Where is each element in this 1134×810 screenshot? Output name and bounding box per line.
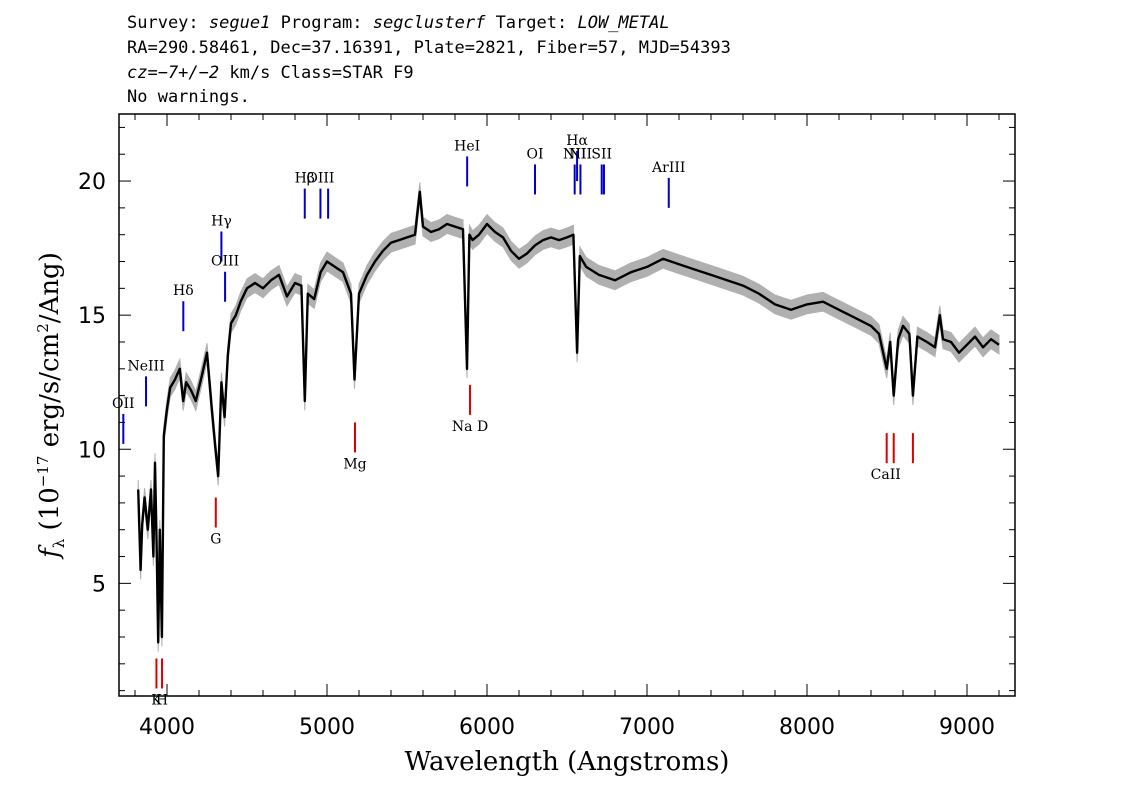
y-axis-label: fλ (10−17 erg/s/cm2/Ang)	[34, 252, 68, 560]
spectrum-line	[137, 190, 1000, 644]
target-name: LOW_METAL	[577, 13, 670, 33]
emission-line-label: Hβ	[295, 171, 315, 187]
emission-line-label: OI	[526, 146, 543, 162]
emission-line-label: OIII	[306, 171, 334, 187]
x-tick-label: 8000	[779, 715, 835, 740]
x-tick-label: 9000	[939, 715, 995, 740]
spectrum-layer	[137, 190, 1000, 644]
header-line-survey: Survey: segue1 Program: segclusterf Targ…	[127, 13, 670, 33]
emission-line-label: NeIII	[127, 358, 164, 374]
emission-line-label: Hγ	[211, 214, 232, 230]
header-line-redshift: cz=−7+/−2 km/s Class=STAR F9	[127, 64, 414, 82]
plot-frame	[118, 113, 1016, 697]
header-line-warnings: No warnings.	[127, 87, 250, 107]
program-name: segclusterf	[372, 13, 486, 33]
x-tick-label: 6000	[459, 715, 515, 740]
emission-line-label: NII	[569, 146, 592, 162]
error-band	[137, 182, 1000, 652]
absorption-line-label: CaII	[871, 467, 901, 483]
survey-name: segue1	[208, 13, 271, 33]
emission-line-label: NII	[563, 146, 586, 162]
emission-line-label: ArIII	[651, 160, 685, 176]
y-tick-label: 15	[78, 304, 106, 329]
emission-line-label: Hδ	[173, 283, 194, 299]
absorption-line-label: Mg	[343, 456, 366, 472]
x-axis-label: Wavelength (Angstroms)	[405, 747, 730, 777]
absorption-line-label: K	[151, 692, 162, 708]
emission-line-label: Hα	[566, 133, 588, 149]
header-line-coordinates: RA=290.58461, Dec=37.16391, Plate=2821, …	[127, 38, 731, 58]
emission-line-label: SII	[591, 146, 612, 162]
absorption-line-label: H	[156, 692, 168, 708]
emission-line-label: OIII	[211, 254, 239, 270]
y-tick-label: 10	[78, 438, 106, 463]
redshift-value: cz=−7+/−2	[127, 63, 220, 83]
emission-line-label: HeI	[454, 138, 480, 154]
x-tick-label: 4000	[139, 715, 195, 740]
emission-line-label: OII	[112, 396, 135, 412]
absorption-line-label: G	[210, 532, 221, 548]
error-band-layer	[137, 182, 1000, 652]
absorption-line-label: Na D	[452, 419, 488, 435]
tick-layer: 4000 5000 6000 7000 8000 9000 5 10 15 20	[78, 114, 1015, 740]
redshift-units-class: km/s Class=STAR F9	[229, 63, 414, 83]
y-tick-label: 20	[78, 170, 106, 195]
x-tick-label: 7000	[619, 715, 675, 740]
x-tick-label: 5000	[299, 715, 355, 740]
y-tick-label: 5	[92, 572, 106, 597]
